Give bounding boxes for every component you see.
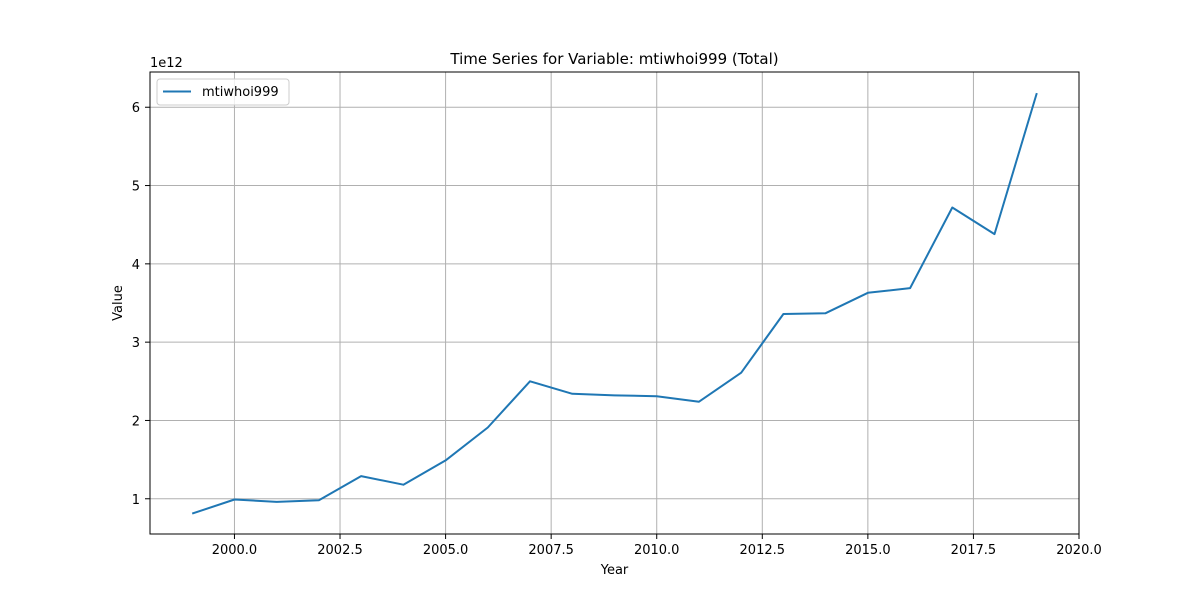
plot-frame (150, 72, 1079, 534)
y-tick-label: 6 (132, 101, 140, 116)
chart-title: Time Series for Variable: mtiwhoi999 (To… (449, 50, 778, 68)
x-tick-label: 2010.0 (634, 543, 680, 558)
y-axis-label: Value (111, 285, 126, 321)
grid-layer (150, 72, 1079, 534)
x-axis-label: Year (600, 563, 629, 578)
x-tick-label: 2000.0 (212, 543, 258, 558)
x-tick-label: 2012.5 (740, 543, 786, 558)
x-tick-label: 2005.0 (423, 543, 469, 558)
x-tick-label: 2017.5 (951, 543, 997, 558)
x-tick-label: 2007.5 (528, 543, 574, 558)
y-tick-label: 4 (132, 258, 140, 273)
legend: mtiwhoi999 (157, 79, 289, 105)
y-offset-label: 1e12 (150, 56, 183, 71)
series-line-mtiwhoi999 (192, 93, 1037, 513)
x-tick-label: 2002.5 (317, 543, 363, 558)
y-tick-label: 1 (132, 493, 140, 508)
ticks-layer: 2000.0 2002.5 2005.0 2007.5 2010.0 2012.5 2015… (132, 101, 1102, 558)
series-layer (192, 93, 1037, 514)
y-tick-label: 2 (132, 414, 140, 429)
legend-label: mtiwhoi999 (202, 85, 279, 100)
x-tick-label: 2015.0 (845, 543, 891, 558)
y-tick-label: 3 (132, 336, 140, 351)
y-tick-label: 5 (132, 180, 140, 195)
x-tick-label: 2020.0 (1056, 543, 1102, 558)
